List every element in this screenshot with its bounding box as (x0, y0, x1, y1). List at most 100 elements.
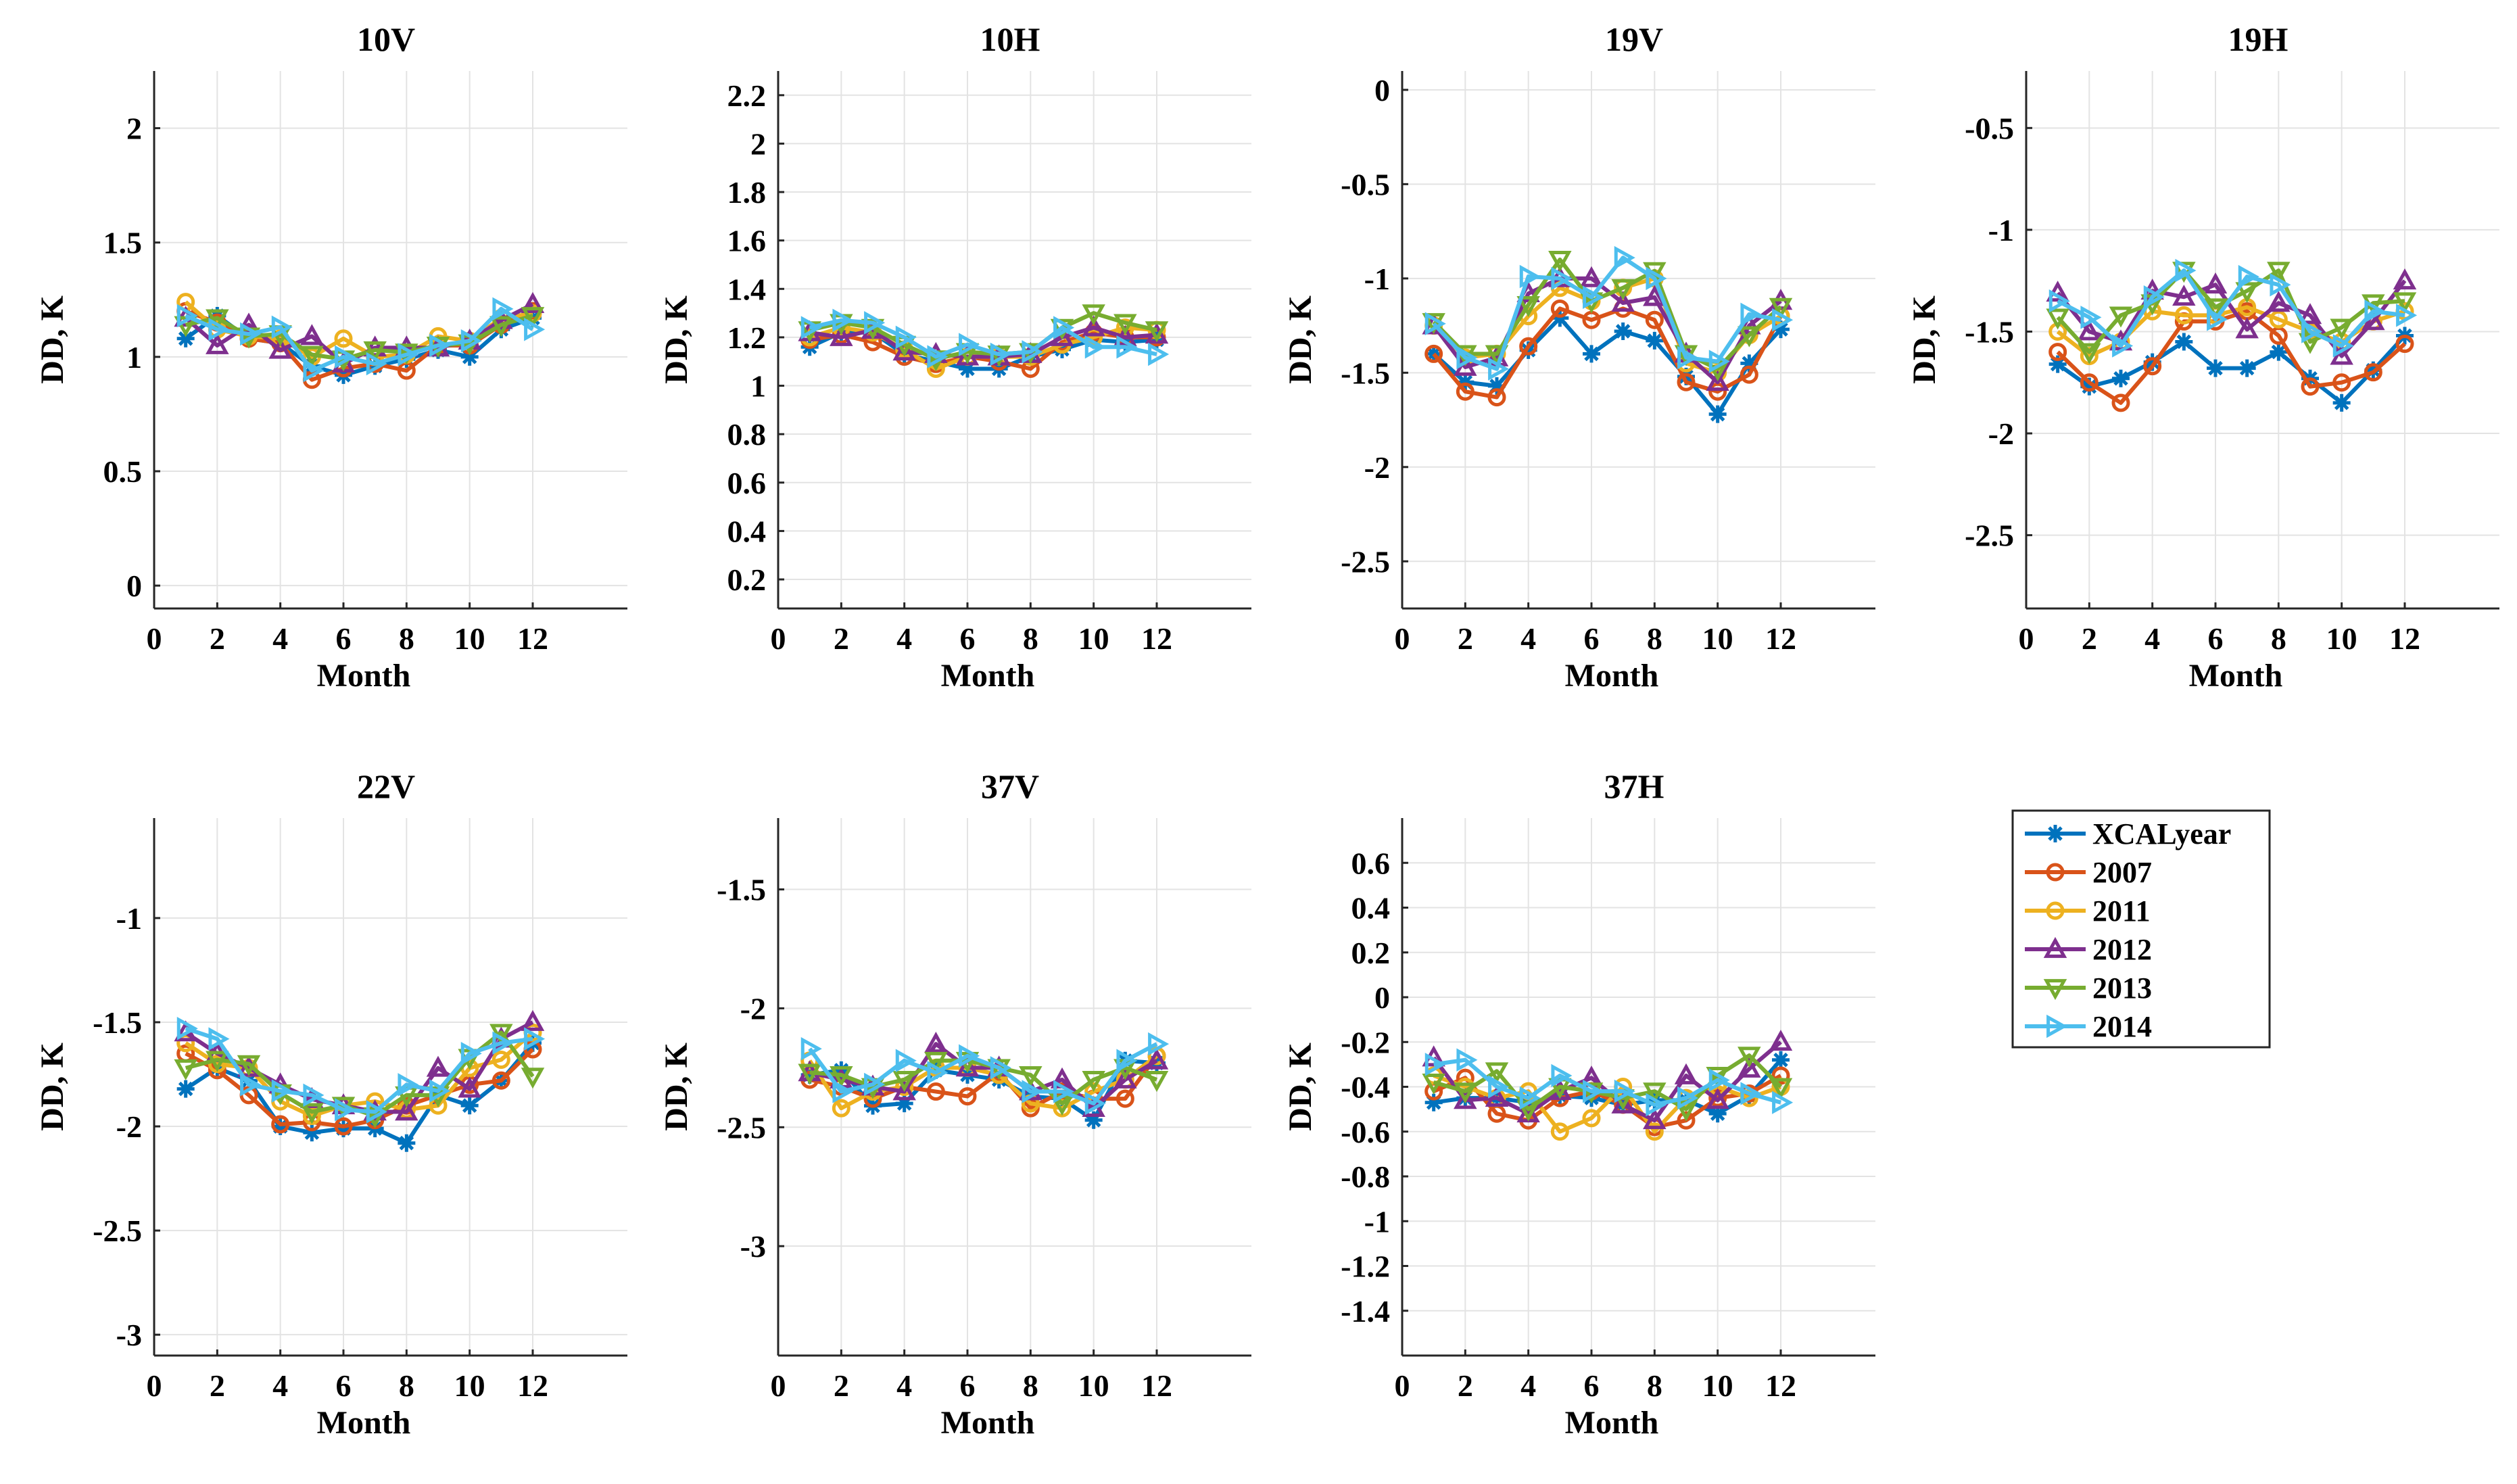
y-tick-label: -1.5 (93, 1005, 142, 1040)
data-point (2143, 285, 2165, 309)
data-point (2267, 262, 2291, 283)
x-tick-label: 12 (1765, 621, 1796, 656)
x-tick-label: 2 (834, 1368, 849, 1403)
data-point (1422, 1073, 1445, 1095)
data-point (1550, 1122, 1569, 1141)
data-point (832, 308, 854, 333)
data-point (521, 1009, 545, 1031)
data-point (1771, 1066, 1790, 1085)
data-point (492, 1031, 514, 1055)
y-tick-label: 0.4 (1351, 891, 1391, 926)
data-point (2175, 333, 2193, 351)
data-point (240, 322, 262, 346)
x-tick-label: 10 (1078, 1368, 1109, 1403)
data-point (303, 1083, 325, 1107)
data-point (300, 345, 324, 367)
data-point (492, 297, 514, 321)
series-2007 (2048, 302, 2414, 412)
y-tick-label: 1 (750, 369, 766, 404)
data-point (2362, 309, 2385, 331)
data-point (1737, 326, 1761, 348)
data-point (2235, 282, 2259, 304)
x-tick-label: 10 (2326, 621, 2357, 656)
y-tick-label: -0.2 (1341, 1025, 1390, 1059)
data-point (2207, 359, 2224, 377)
data-point (1772, 308, 1794, 332)
data-point (800, 1066, 819, 1084)
legend-marker (2043, 979, 2067, 1001)
data-point (830, 1066, 853, 1088)
x-tick-label: 12 (1141, 621, 1172, 656)
legend-entry: 2014 (2025, 1010, 2152, 1043)
chart-title: 19H (2228, 20, 2288, 58)
data-point (398, 1134, 416, 1152)
data-point (206, 309, 229, 331)
data-point (895, 1049, 917, 1073)
data-point (2112, 334, 2134, 358)
data-point (363, 335, 387, 357)
x-tick-label: 4 (272, 621, 288, 656)
chart-panel: 0 2 4 6 8 10 12 -2.5 -2 -1.5 -1 -0.5 19H Month DD, K (1907, 20, 2499, 694)
x-tick-label: 4 (1520, 1368, 1536, 1403)
data-point (1611, 1092, 1635, 1114)
y-tick-label: 1.5 (103, 226, 143, 260)
y-tick-label: -0.5 (1965, 111, 2014, 145)
data-point (271, 1079, 293, 1103)
data-point (2112, 369, 2130, 387)
data-point (2269, 310, 2288, 329)
data-point (1519, 337, 1538, 356)
data-point (1148, 342, 1170, 366)
y-axis-label: DD, K (34, 1043, 70, 1131)
chart-title: 37H (1604, 767, 1664, 805)
y-tick-label: 0.4 (727, 514, 767, 548)
data-point (1677, 1111, 1696, 1130)
x-tick-label: 2 (1458, 621, 1473, 656)
x-tick-label: 10 (454, 621, 485, 656)
data-point (1708, 405, 1727, 423)
x-tick-label: 12 (1141, 1368, 1172, 1403)
x-tick-label: 8 (1647, 621, 1662, 656)
data-point (2048, 289, 2070, 313)
x-tick-label: 4 (2144, 621, 2160, 656)
data-point (1611, 279, 1635, 300)
data-point (174, 1059, 197, 1080)
data-point (959, 333, 980, 356)
data-point (1708, 350, 1730, 373)
x-axis-label: Month (1565, 1405, 1659, 1441)
x-tick-label: 6 (960, 621, 976, 656)
x-tick-label: 0 (147, 1368, 162, 1403)
data-point (1053, 1080, 1075, 1103)
data-point (2364, 363, 2382, 382)
y-tick-label: 2 (126, 112, 142, 146)
x-tick-label: 8 (399, 1368, 414, 1403)
y-tick-label: -2 (1988, 416, 2014, 451)
data-point (2238, 359, 2256, 377)
data-point (271, 1115, 290, 1134)
x-tick-label: 8 (399, 621, 414, 656)
x-tick-label: 0 (1395, 1368, 1410, 1403)
data-point (429, 333, 451, 358)
data-point (864, 311, 886, 335)
y-tick-label: 1 (126, 340, 142, 375)
x-tick-label: 8 (1647, 1368, 1662, 1403)
data-point (2235, 317, 2259, 339)
data-point (426, 1055, 450, 1077)
data-point (2301, 377, 2320, 396)
x-tick-label: 0 (2019, 621, 2034, 656)
x-tick-label: 6 (960, 1368, 976, 1403)
data-point (1116, 1049, 1138, 1073)
data-point (1583, 285, 1604, 309)
data-point (2203, 272, 2228, 294)
data-point (1772, 1091, 1794, 1114)
y-tick-label: -1.5 (717, 873, 766, 907)
data-point (1772, 1051, 1790, 1069)
data-point (990, 342, 1011, 366)
data-point (1424, 1053, 1446, 1076)
x-tick-label: 2 (2082, 621, 2097, 656)
data-point (1113, 314, 1137, 335)
data-point (363, 1107, 387, 1128)
data-point (1737, 1047, 1761, 1068)
data-point (366, 1100, 387, 1124)
y-axis-label: DD, K (1907, 295, 1942, 384)
data-point (524, 1027, 546, 1051)
